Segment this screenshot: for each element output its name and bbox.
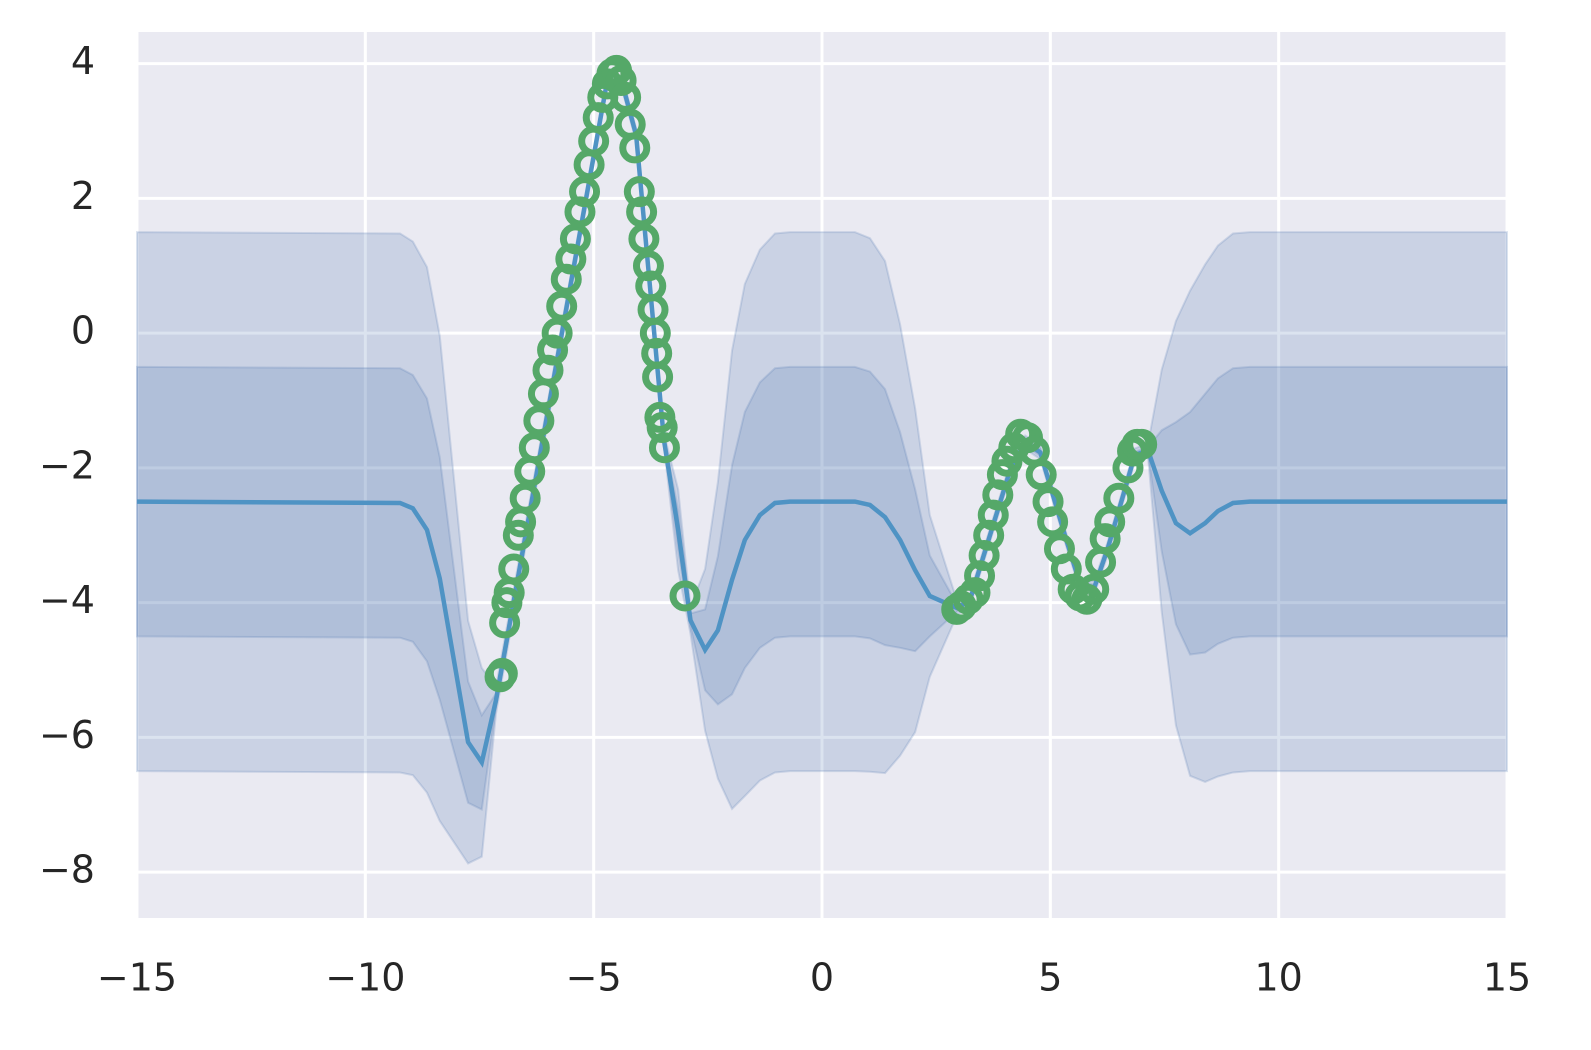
data-point bbox=[523, 405, 555, 437]
data-point bbox=[486, 657, 518, 689]
y-tick-label: −6 bbox=[39, 713, 95, 757]
data-point bbox=[537, 334, 569, 366]
data-point bbox=[1025, 459, 1057, 491]
data-point bbox=[642, 361, 674, 393]
data-point bbox=[610, 81, 642, 113]
data-point bbox=[1078, 573, 1110, 605]
y-tick-label: 4 bbox=[71, 39, 95, 83]
data-point bbox=[959, 577, 991, 609]
y-tick-label: 2 bbox=[71, 174, 95, 218]
y-tick-label: 0 bbox=[71, 309, 95, 353]
confidence-band bbox=[136, 74, 1508, 865]
data-point bbox=[559, 223, 591, 255]
x-tick-label: −10 bbox=[325, 956, 405, 1000]
y-tick-label: −4 bbox=[39, 578, 95, 622]
x-tick-label: −15 bbox=[97, 956, 177, 1000]
data-point bbox=[498, 553, 530, 585]
x-tick-label: 10 bbox=[1254, 956, 1302, 1000]
data-point bbox=[605, 65, 637, 97]
data-point bbox=[509, 482, 541, 514]
data-point bbox=[639, 317, 671, 349]
x-tick-label: 5 bbox=[1038, 956, 1062, 1000]
data-point bbox=[628, 223, 660, 255]
data-point bbox=[569, 176, 601, 208]
x-tick-label: 0 bbox=[810, 956, 834, 1000]
data-point bbox=[502, 519, 534, 551]
y-tick-label: −2 bbox=[39, 443, 95, 487]
x-tick-label: −5 bbox=[566, 956, 622, 1000]
x-tick-label: 15 bbox=[1483, 956, 1531, 1000]
data-point bbox=[541, 317, 573, 349]
data-point bbox=[1037, 506, 1069, 538]
mean-line bbox=[136, 80, 1507, 768]
data-point bbox=[619, 132, 651, 164]
data-point bbox=[518, 432, 550, 464]
data-point bbox=[648, 432, 680, 464]
data-point bbox=[1103, 482, 1135, 514]
confidence-band bbox=[136, 78, 1508, 812]
data-point bbox=[1089, 523, 1121, 555]
data-point bbox=[546, 290, 578, 322]
data-point bbox=[1126, 428, 1158, 460]
data-point bbox=[669, 580, 701, 612]
y-tick-label: −8 bbox=[39, 848, 95, 892]
